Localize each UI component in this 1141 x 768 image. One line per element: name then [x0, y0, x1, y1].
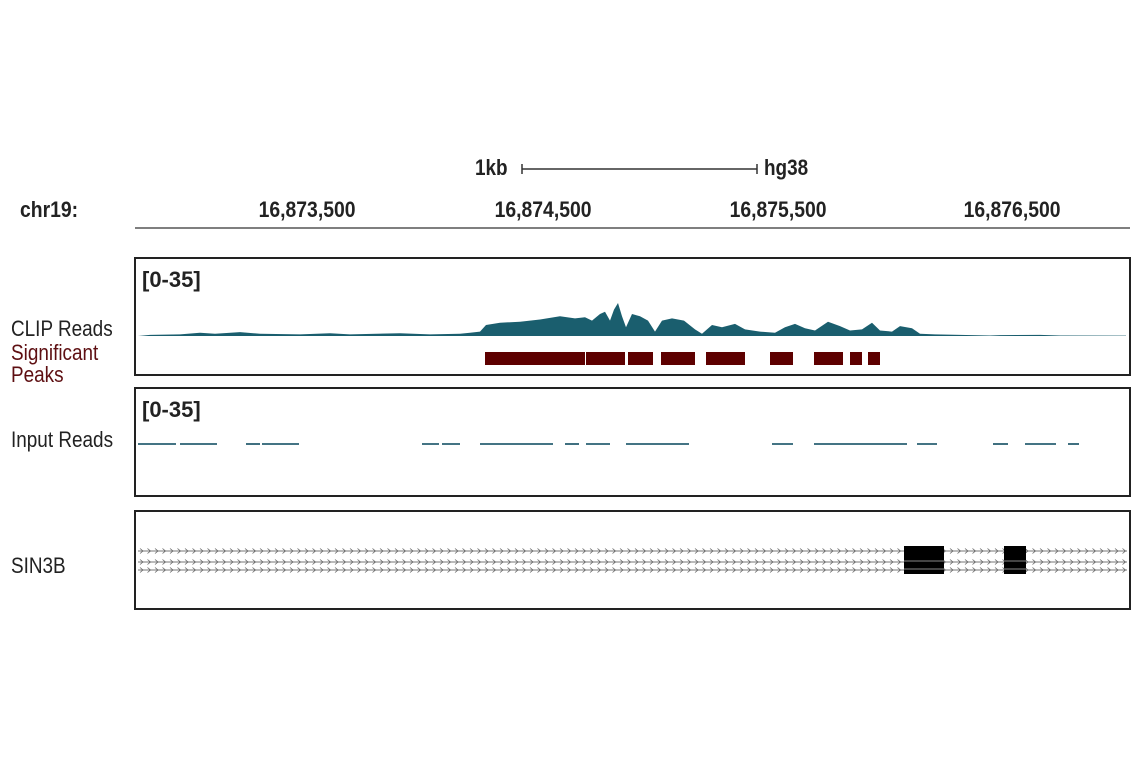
gene-track-panel[interactable]	[134, 510, 1131, 610]
coordinate-tick-label: 16,873,500	[258, 197, 356, 222]
clip-track-label: CLIP Reads	[11, 316, 113, 341]
peaks-label-line2: Peaks	[11, 362, 64, 387]
peaks-track-label: Significant Peaks	[11, 342, 98, 386]
chromosome-label: chr19:	[20, 197, 79, 222]
gene-track-label: SIN3B	[11, 553, 66, 578]
input-data-range: [0-35]	[142, 397, 201, 422]
input-track-label: Input Reads	[11, 427, 114, 452]
clip-data-range: [0-35]	[142, 267, 201, 292]
genome-build-label: hg38	[764, 155, 809, 180]
coordinate-tick-label: 16,875,500	[729, 197, 827, 222]
clip-track-panel[interactable]: [0-35]	[134, 257, 1131, 376]
scale-bar-label: 1kb	[475, 155, 508, 180]
coordinate-tick-label: 16,874,500	[494, 197, 592, 222]
peaks-label-line1: Significant	[11, 340, 99, 365]
coordinate-tick-label: 16,876,500	[963, 197, 1061, 222]
input-track-panel[interactable]: [0-35]	[134, 387, 1131, 497]
